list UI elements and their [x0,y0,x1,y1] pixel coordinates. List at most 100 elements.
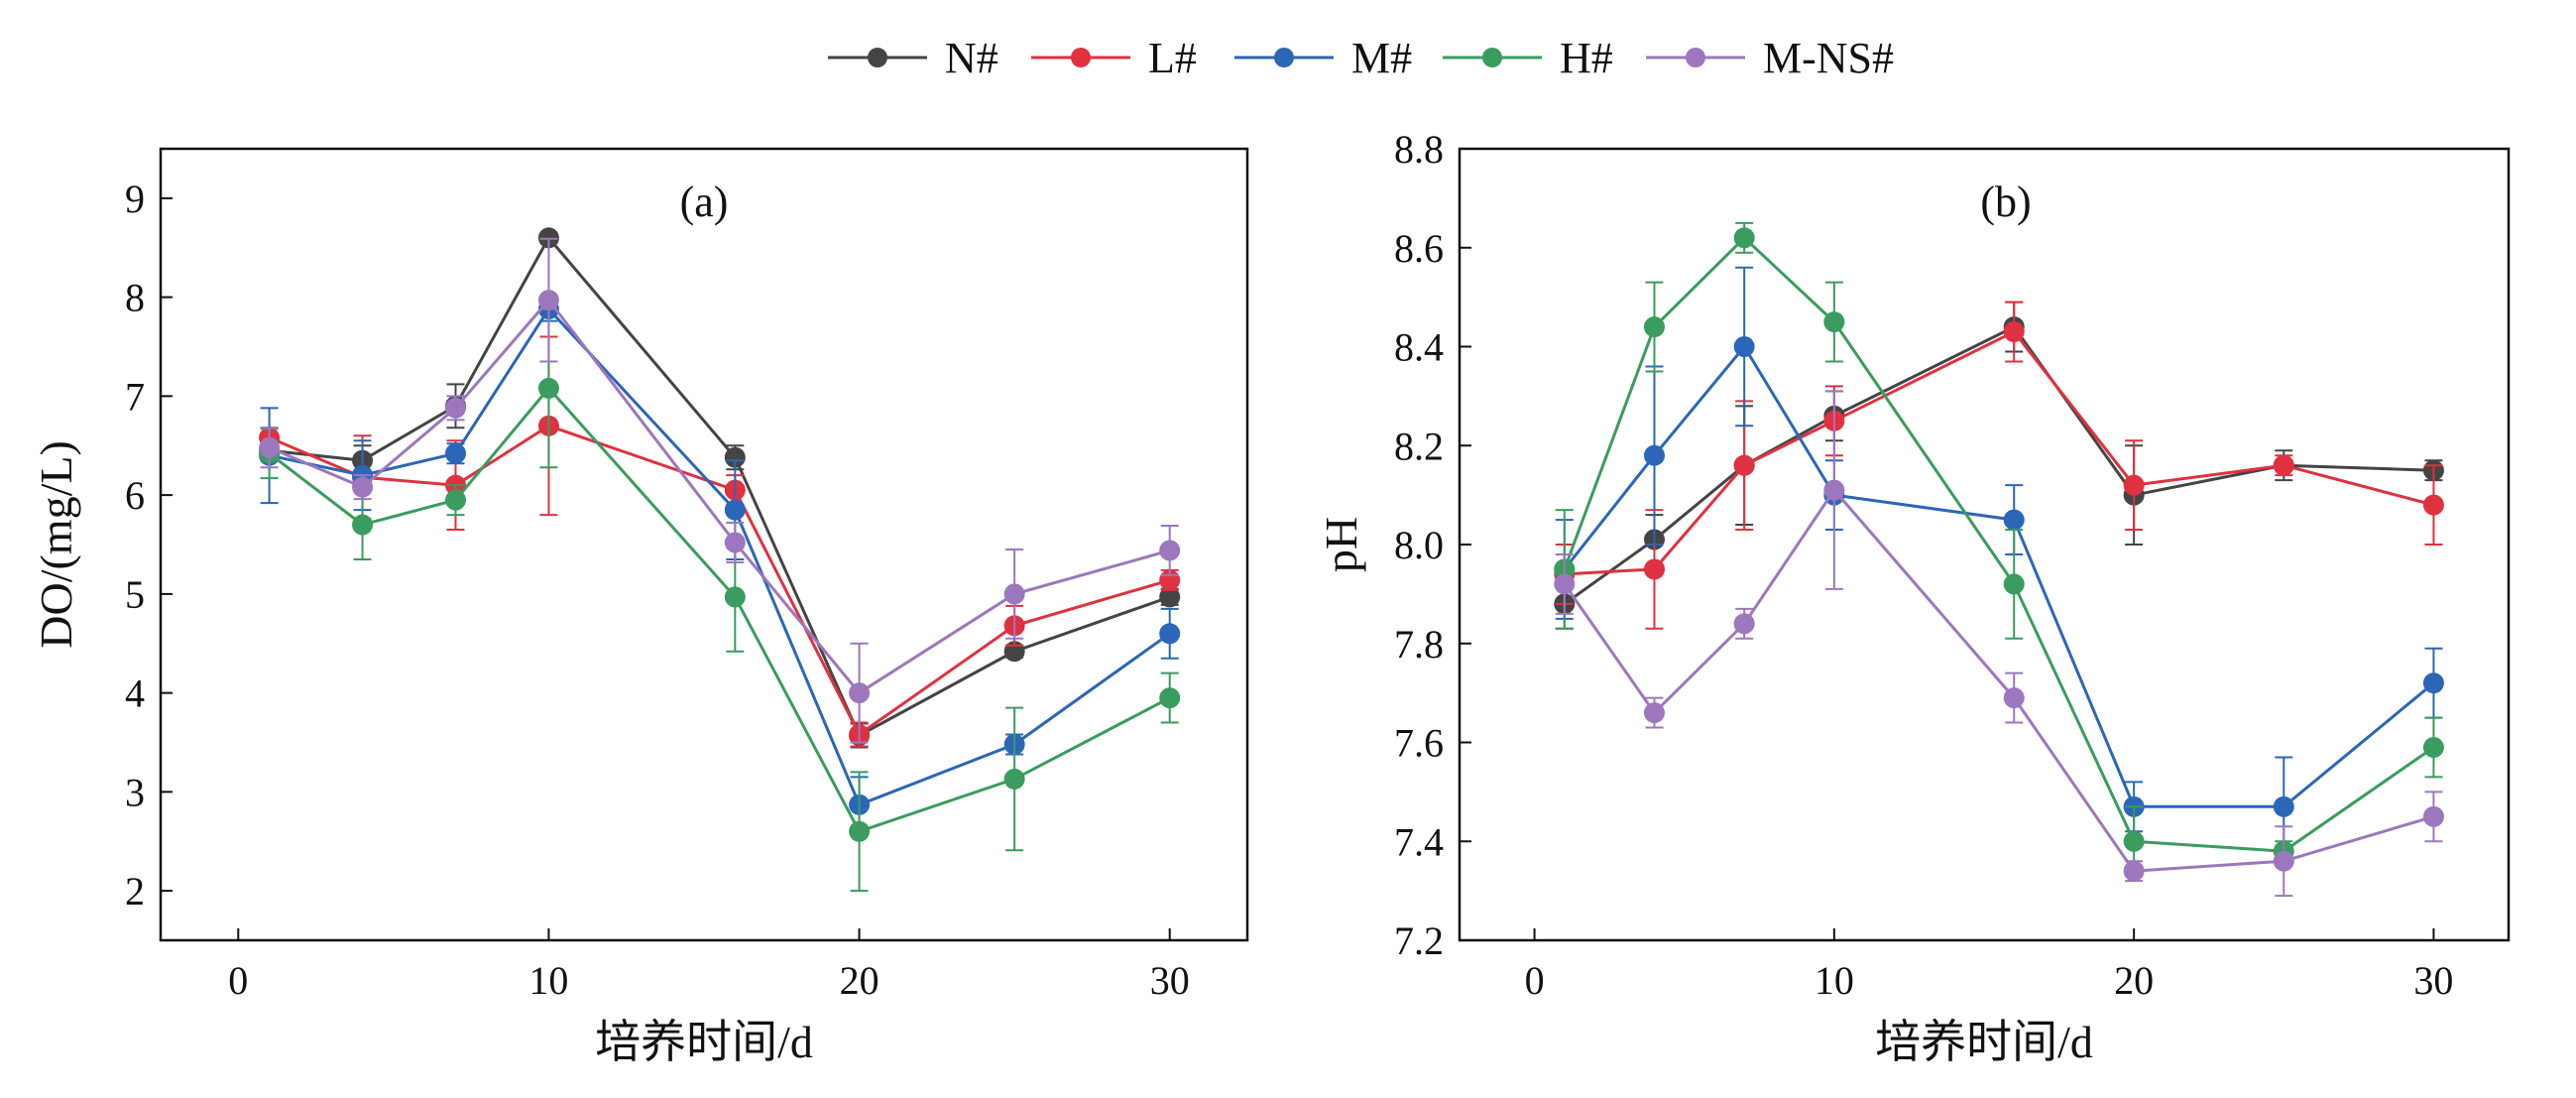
data-point-m-ns [1003,583,1025,605]
data-point-m-ns [2422,805,2444,827]
data-point-m [2273,795,2294,817]
data-point-h [2422,736,2444,758]
data-point-m-ns [444,397,466,419]
data-point-m-ns [259,436,281,458]
legend-marker-m-ns [1686,48,1705,67]
data-point-l [1733,454,1755,476]
data-point-m-ns [1823,479,1845,501]
y-tick-label: 8.4 [1394,325,1444,370]
x-tick-label: 10 [528,958,568,1003]
legend-label-m-ns: M-NS# [1763,34,1894,82]
legend-label-h: H# [1560,34,1613,82]
data-point-h [1003,768,1025,790]
y-tick-label: 8.0 [1394,523,1444,567]
series-line-m [269,306,1171,807]
y-tick-label: 6 [125,473,145,518]
panel-a: 0 10 20 30 2 3 4 5 6 7 8 9 培养时间/d DO/(mg/L) (a) [31,147,1249,1067]
data-point-h [2003,573,2025,595]
data-point-h [1823,311,1845,333]
data-point-m-ns [1159,540,1181,561]
data-point-h [352,514,374,536]
y-tick-label: 7.2 [1394,918,1444,963]
data-point-l [1643,558,1665,580]
data-point-h [444,489,466,511]
data-point-m-ns [352,476,374,498]
legend: N# L# M# H# M-NS# [828,34,1894,82]
data-point-m-ns [724,532,746,553]
series-line-l [1564,329,2434,576]
legend-marker-l [1071,48,1091,67]
data-point-l [2003,321,2025,343]
data-point-m-ns [849,682,871,704]
data-point-l [2422,494,2444,516]
data-point-m-ns [2123,860,2145,882]
y-tick-label: 7 [125,374,145,419]
series-line-m-ns [269,298,1171,695]
series-line-h [268,386,1171,834]
series-line-n [269,235,1171,738]
x-tick-label: 30 [1150,958,1190,1003]
data-point-h [1159,687,1181,709]
data-point-m-ns [1733,613,1755,635]
data-point-m [2422,672,2444,694]
data-point-m [1643,444,1665,466]
x-axis-title: 培养时间/d [1875,1017,2093,1067]
y-tick-label: 8.8 [1394,127,1444,172]
y-tick-label: 4 [125,671,145,716]
x-tick-label: 0 [1525,958,1545,1003]
plot-frame [1458,147,2511,942]
y-tick-label: 7.6 [1394,721,1444,766]
data-point-l [2273,454,2294,476]
x-tick-label: 20 [840,958,879,1003]
legend-marker-n [868,48,887,67]
x-tick-label: 0 [228,958,248,1003]
legend-label-m: M# [1351,34,1412,82]
data-point-h [1733,227,1755,249]
data-point-m-ns [1643,702,1665,724]
series-line-h [1563,235,2435,853]
data-point-h [724,586,746,608]
series-line-l [269,424,1171,737]
plot-frame [159,147,1249,942]
data-point-h [1643,316,1665,338]
data-point-m [724,499,746,521]
y-tick-label: 8.6 [1394,226,1444,271]
y-axis-title: pH [1316,517,1366,572]
data-point-m-ns [2273,850,2294,872]
series-line-m [1563,343,2435,808]
y-tick-label: 7.4 [1394,819,1444,864]
y-tick-label: 5 [125,572,145,617]
y-tick-label: 3 [125,770,145,814]
series-line-m-ns [1563,487,2434,873]
data-point-m [2003,509,2025,531]
data-point-m [1159,623,1181,645]
legend-label-l: L# [1148,34,1197,82]
y-tick-label: 7.8 [1394,622,1444,667]
y-tick-label: 9 [125,177,145,221]
data-point-n [724,446,746,468]
panel-label: (a) [680,178,729,226]
data-point-m-ns [537,290,559,311]
y-tick-label: 8 [125,276,145,320]
x-tick-label: 10 [1815,958,1854,1003]
y-tick-label: 8.2 [1394,424,1444,468]
y-tick-label: 2 [125,869,145,914]
x-axis-title: 培养时间/d [595,1017,813,1067]
data-point-l [2123,474,2145,496]
series-line-n [1563,324,2434,606]
data-point-h [849,820,871,842]
x-tick-label: 20 [2114,958,2154,1003]
panel-b: 0 10 20 30 7.2 7.4 7.6 7.8 8.0 8.2 8.4 8.6 8.8 培养时间/d… [1316,127,2511,1067]
data-point-m [444,442,466,464]
y-axis-title: DO/(mg/L) [31,440,81,649]
data-point-h [537,377,559,399]
data-point-m-ns [2003,687,2025,709]
data-point-m [1733,336,1755,357]
legend-label-n: N# [945,34,998,82]
legend-marker-h [1482,48,1502,67]
panel-label: (b) [1980,178,2031,226]
legend-marker-m [1274,48,1294,67]
data-point-m-ns [1554,573,1576,595]
